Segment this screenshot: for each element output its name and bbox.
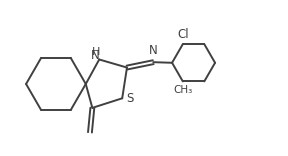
Text: S: S bbox=[126, 92, 133, 105]
Text: N: N bbox=[149, 44, 158, 57]
Text: N: N bbox=[91, 49, 100, 62]
Text: CH₃: CH₃ bbox=[173, 85, 192, 95]
Text: Cl: Cl bbox=[177, 28, 189, 41]
Text: H: H bbox=[92, 46, 100, 56]
